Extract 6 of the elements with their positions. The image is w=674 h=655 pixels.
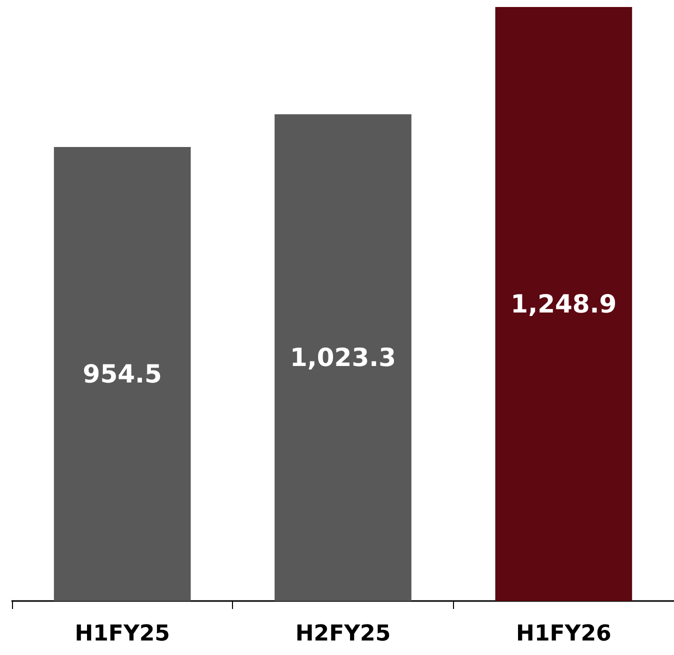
- data-label: 1,248.9: [510, 290, 617, 318]
- x-tick-label: H1FY26: [516, 622, 612, 646]
- data-label: 1,023.3: [290, 343, 396, 372]
- x-tick-label: H2FY25: [295, 622, 391, 646]
- x-tick-label: H1FY25: [74, 622, 170, 646]
- data-label: 954.5: [82, 360, 162, 389]
